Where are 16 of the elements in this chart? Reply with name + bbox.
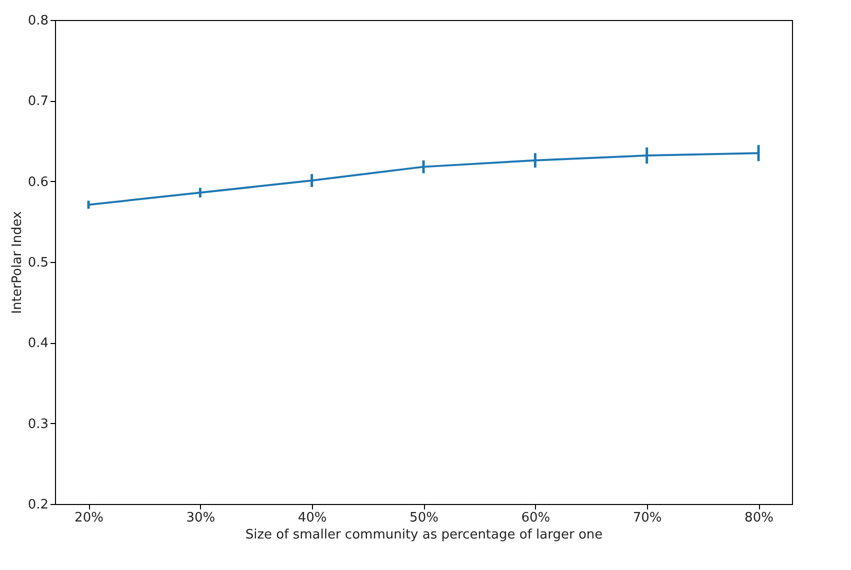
y-tick-label: 0.8 (28, 14, 48, 28)
x-tick-label: 40% (298, 510, 327, 526)
y-tick-label: 0.5 (28, 256, 48, 270)
y-tick-label: 0.3 (28, 416, 48, 432)
y-tick-label: 0.6 (28, 174, 48, 190)
x-tick-label: 50% (410, 510, 438, 526)
x-axis-title: Size of smaller community as percentage of larger one (245, 528, 603, 542)
x-tick-label: 30% (186, 510, 216, 526)
y-tick-label: 0.7 (28, 94, 48, 110)
x-tick-label: 80% (744, 510, 774, 526)
y-axis-title: InterPolar Index (10, 210, 25, 314)
x-tick-label: 20% (74, 510, 104, 526)
y-tick-label: 0.2 (28, 498, 48, 512)
x-tick-label: 70% (632, 510, 662, 526)
y-tick-label: 0.4 (28, 336, 48, 352)
x-tick-label: 60% (521, 510, 550, 526)
